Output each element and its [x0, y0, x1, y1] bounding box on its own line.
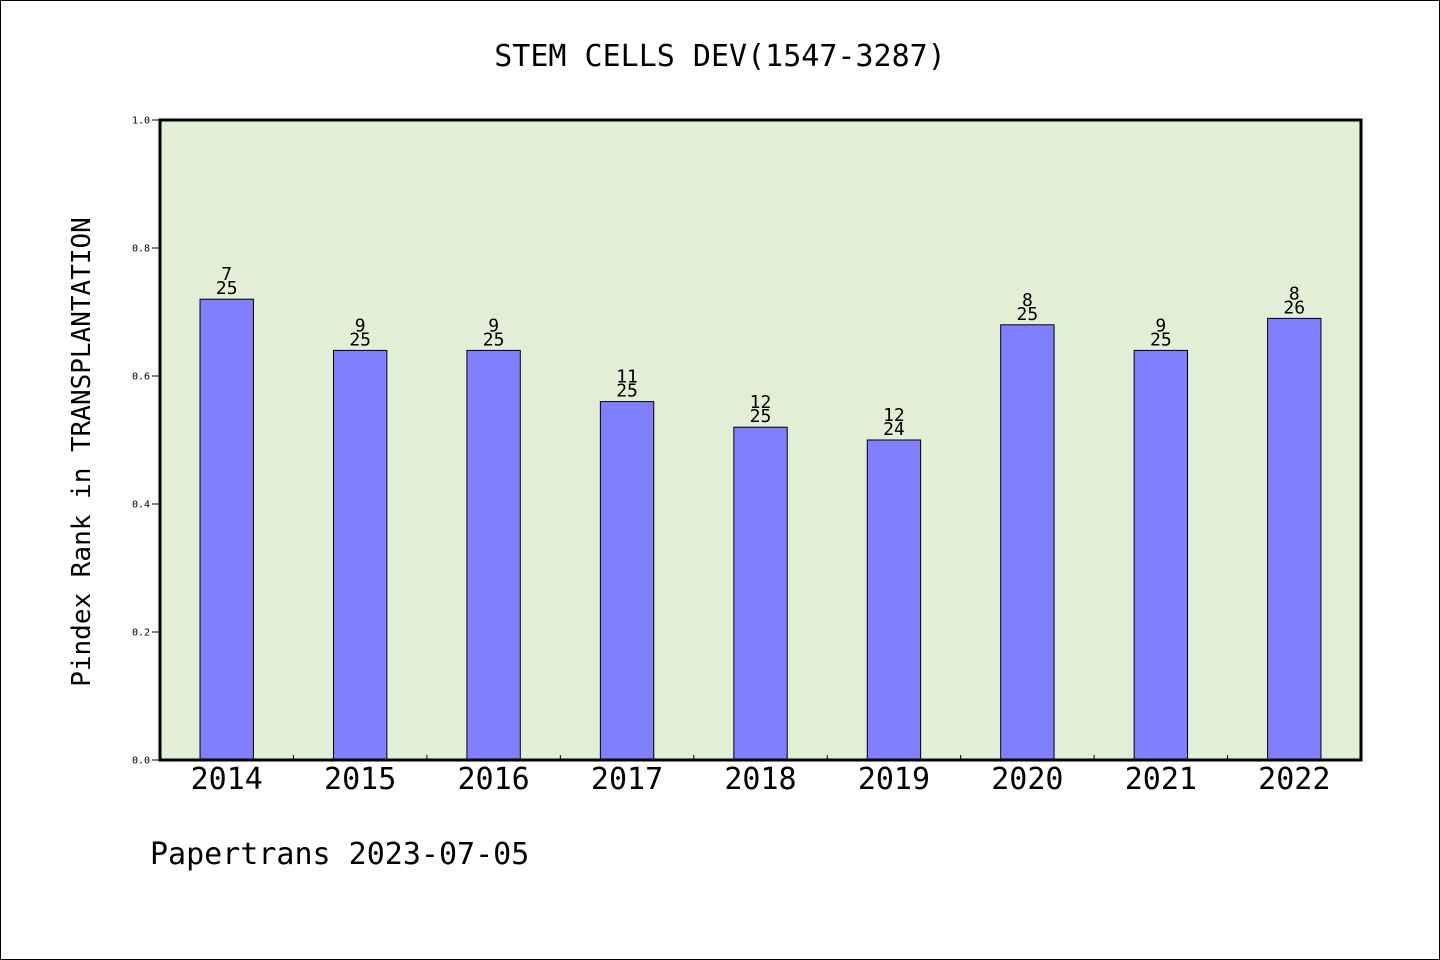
- bar-label-bottom-2018: 25: [750, 406, 772, 427]
- bars-group: [199, 298, 1322, 761]
- y-tick-label-0.8: 0.8: [132, 244, 150, 255]
- bar-2017: [599, 401, 655, 761]
- x-tick-label-2019: 2019: [858, 762, 930, 797]
- bar-label-bottom-2015: 25: [349, 329, 371, 350]
- y-tick-label-1.0: 1.0: [132, 116, 150, 127]
- bar-2022: [1267, 317, 1322, 761]
- y-tick-label-0.0: 0.0: [132, 756, 150, 767]
- bar-label-top-2020: 8: [1022, 290, 1033, 311]
- bar-label-bottom-2016: 25: [483, 329, 505, 350]
- bar-label-top-2018: 12: [750, 392, 772, 413]
- bar-2019: [866, 439, 922, 761]
- footer-text: Papertrans 2023-07-05: [150, 837, 529, 872]
- bar-label-top-2016: 9: [488, 315, 499, 336]
- bar-2015: [332, 349, 388, 761]
- y-tick-label-0.6: 0.6: [132, 372, 150, 383]
- x-tick-label-2016: 2016: [457, 762, 529, 797]
- bar-label-bottom-2017: 25: [616, 381, 638, 402]
- x-axis: 2014 2015 2016 2017 2018 2019 2020 2021 2022: [191, 755, 1330, 797]
- x-tick-label-2015: 2015: [324, 762, 396, 797]
- bar-2014: [199, 298, 254, 761]
- bar-label-bottom-2021: 25: [1150, 329, 1172, 350]
- bar-label-bottom-2020: 25: [1017, 304, 1039, 325]
- bar-label-top-2017: 11: [616, 367, 638, 388]
- bar-2021: [1133, 349, 1189, 761]
- x-tick-label-2022: 2022: [1258, 762, 1330, 797]
- y-tick-label-0.4: 0.4: [132, 500, 150, 511]
- bar-label-top-2022: 8: [1289, 283, 1300, 304]
- x-tick-label-2018: 2018: [724, 762, 796, 797]
- bar-2018: [733, 426, 788, 761]
- y-axis-label: Pindex Rank in TRANSPLANTATION: [67, 217, 97, 687]
- x-tick-label-2017: 2017: [591, 762, 663, 797]
- bar-2020: [1000, 324, 1055, 761]
- bar-label-bottom-2022: 26: [1283, 297, 1305, 318]
- plot-frame: [158, 118, 1363, 762]
- bar-label-top-2015: 9: [355, 315, 366, 336]
- x-tick-label-2014: 2014: [191, 762, 263, 797]
- bar-label-top-2021: 9: [1155, 315, 1166, 336]
- bar-label-bottom-2019: 24: [883, 419, 905, 440]
- bar-label-top-2014: 7: [221, 264, 232, 285]
- y-axis: 0.0 0.2 0.4 0.6 0.8 1.0: [132, 116, 160, 767]
- x-tick-label-2021: 2021: [1125, 762, 1197, 797]
- x-tick-label-2020: 2020: [991, 762, 1063, 797]
- bar-2016: [466, 349, 521, 761]
- bar-label-top-2019: 12: [883, 405, 905, 426]
- bar-label-bottom-2014: 25: [216, 278, 238, 299]
- y-tick-label-0.2: 0.2: [132, 628, 150, 639]
- chart-title: STEM CELLS DEV(1547-3287): [494, 39, 946, 74]
